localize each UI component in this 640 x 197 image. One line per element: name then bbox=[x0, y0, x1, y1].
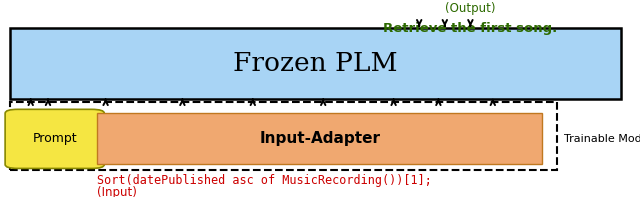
Text: Trainable Modules: Trainable Modules bbox=[564, 134, 640, 144]
Text: (Output): (Output) bbox=[445, 2, 495, 15]
Text: Prompt: Prompt bbox=[33, 132, 77, 145]
Text: Frozen PLM: Frozen PLM bbox=[233, 51, 397, 75]
Text: Input-Adapter: Input-Adapter bbox=[259, 131, 380, 146]
FancyBboxPatch shape bbox=[10, 28, 621, 98]
Text: Sort(datePublished asc of MusicRecording())[1];: Sort(datePublished asc of MusicRecording… bbox=[97, 174, 432, 187]
Text: Retrieve the first song.: Retrieve the first song. bbox=[383, 22, 557, 35]
FancyBboxPatch shape bbox=[5, 109, 104, 168]
FancyBboxPatch shape bbox=[97, 113, 542, 164]
Text: (Input): (Input) bbox=[97, 186, 137, 197]
